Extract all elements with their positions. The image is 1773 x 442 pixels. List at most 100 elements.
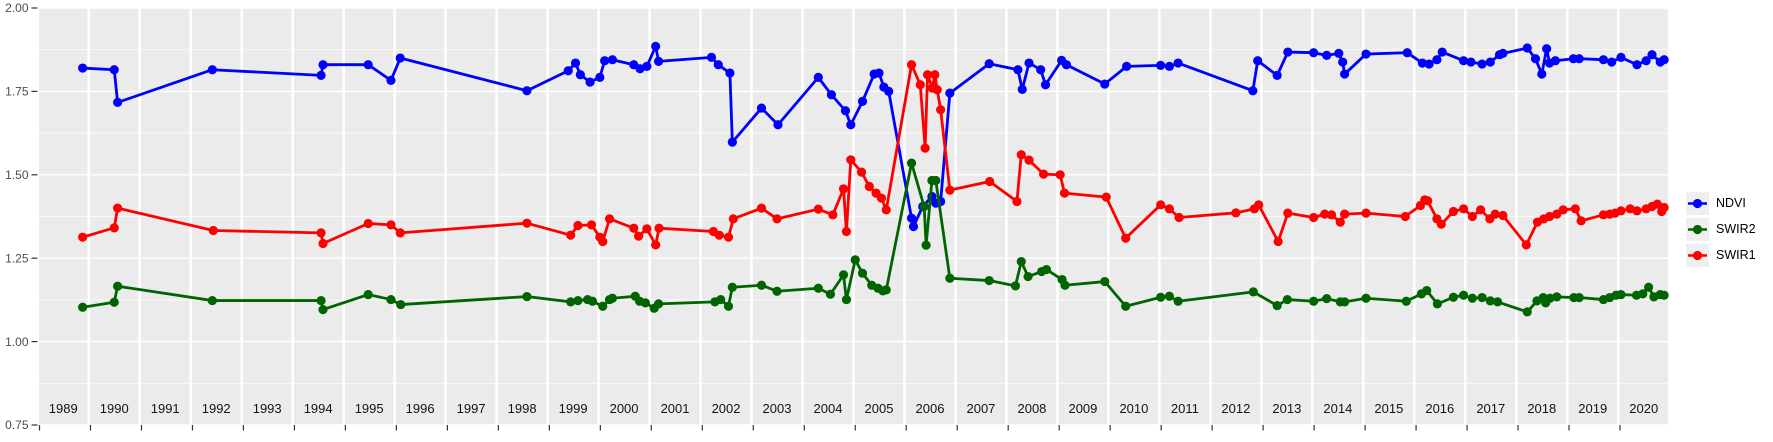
data-point-SWIR2 xyxy=(1492,297,1503,307)
data-point-NDVI xyxy=(318,60,328,70)
data-point-NDVI xyxy=(1173,58,1183,68)
data-point-SWIR1 xyxy=(1164,204,1174,214)
data-point-SWIR2 xyxy=(1401,296,1411,306)
data-point-SWIR2 xyxy=(931,175,941,186)
data-point-SWIR2 xyxy=(1574,292,1584,303)
data-point-SWIR2 xyxy=(857,268,868,278)
data-point-SWIR2 xyxy=(945,273,955,283)
data-point-NDVI xyxy=(826,90,837,100)
data-point-SWIR2 xyxy=(207,295,217,306)
data-point-SWIR1 xyxy=(604,214,615,224)
data-point-SWIR1 xyxy=(1521,240,1531,250)
data-point-NDVI xyxy=(846,120,856,130)
data-point-SWIR2 xyxy=(1016,256,1026,267)
y-axis-tick-label: 1.25 xyxy=(5,251,29,265)
data-point-NDVI xyxy=(1466,57,1476,67)
data-point-SWIR1 xyxy=(522,218,532,228)
data-point-NDVI xyxy=(1607,57,1617,67)
legend-glyph-SWIR2 xyxy=(1688,224,1707,235)
data-point-SWIR1 xyxy=(1659,202,1669,213)
data-point-NDVI xyxy=(840,106,851,116)
facet-strip-label: 1990 xyxy=(100,401,129,416)
data-point-SWIR2 xyxy=(522,291,532,302)
data-point-SWIR1 xyxy=(1326,210,1337,220)
data-point-SWIR1 xyxy=(936,105,946,115)
data-point-NDVI xyxy=(1659,55,1669,65)
data-point-NDVI xyxy=(1272,70,1282,80)
data-point-SWIR1 xyxy=(756,203,767,213)
facet-strip-label: 1992 xyxy=(202,401,231,416)
data-point-SWIR1 xyxy=(723,232,734,242)
data-point-NDVI xyxy=(945,88,955,98)
data-point-SWIR1 xyxy=(915,80,925,90)
facet-strip-label: 2020 xyxy=(1629,401,1658,416)
legend-entry-SWIR1: SWIR1 xyxy=(1686,244,1756,267)
data-point-NDVI xyxy=(563,66,573,76)
data-point-SWIR2 xyxy=(1467,293,1477,303)
data-point-SWIR1 xyxy=(1254,200,1264,210)
data-point-SWIR2 xyxy=(573,295,583,306)
data-point-SWIR1 xyxy=(1059,188,1070,198)
data-point-SWIR1 xyxy=(813,204,823,214)
data-point-SWIR1 xyxy=(856,167,867,177)
facet-strip-label: 2007 xyxy=(966,401,995,416)
data-point-SWIR2 xyxy=(1522,307,1532,317)
data-point-NDVI xyxy=(522,86,532,96)
data-point-NDVI xyxy=(316,70,326,80)
data-point-SWIR2 xyxy=(1552,292,1562,302)
data-point-NDVI xyxy=(575,70,585,80)
data-point-SWIR1 xyxy=(1652,199,1662,209)
data-point-NDVI xyxy=(1498,48,1508,58)
data-point-SWIR2 xyxy=(640,298,651,308)
data-point-SWIR2 xyxy=(363,289,373,300)
data-point-NDVI xyxy=(1322,50,1332,60)
data-point-SWIR1 xyxy=(1283,208,1293,218)
data-point-NDVI xyxy=(363,60,373,70)
legend-key-icon-SWIR2 xyxy=(1686,218,1709,241)
data-point-SWIR1 xyxy=(1335,217,1345,227)
data-point-SWIR2 xyxy=(396,299,406,310)
facet-strip-label: 1993 xyxy=(253,401,282,416)
data-point-SWIR1 xyxy=(945,185,955,195)
facet-strip-label: 2015 xyxy=(1374,401,1403,416)
data-point-SWIR1 xyxy=(828,210,838,220)
data-point-SWIR2 xyxy=(78,302,88,312)
facet-strip-label: 2000 xyxy=(610,401,639,416)
data-point-NDVI xyxy=(595,72,605,82)
data-point-SWIR2 xyxy=(318,304,328,315)
data-point-SWIR2 xyxy=(838,270,849,280)
data-point-SWIR2 xyxy=(1272,300,1282,311)
data-point-SWIR1 xyxy=(316,228,326,238)
data-point-SWIR1 xyxy=(1273,236,1283,247)
data-point-NDVI xyxy=(1530,54,1541,64)
y-axis-tick-label: 1.50 xyxy=(5,168,29,182)
facet-strip-label: 1989 xyxy=(49,401,78,416)
data-point-NDVI xyxy=(1334,48,1344,58)
facet-strip-label: 2012 xyxy=(1221,401,1250,416)
data-point-SWIR1 xyxy=(864,181,874,192)
data-point-SWIR2 xyxy=(881,285,891,295)
data-point-NDVI xyxy=(109,65,119,75)
facet-strip-label: 1999 xyxy=(559,401,588,416)
data-point-SWIR2 xyxy=(813,283,823,293)
facet-strip-label: 2019 xyxy=(1578,401,1607,416)
data-point-NDVI xyxy=(395,53,405,63)
data-point-SWIR1 xyxy=(1320,209,1330,219)
y-axis-tick-label: 0.75 xyxy=(5,418,29,432)
legend-glyph-SWIR1 xyxy=(1688,250,1707,261)
data-point-SWIR1 xyxy=(846,155,856,165)
data-point-NDVI xyxy=(1647,50,1657,60)
data-point-SWIR2 xyxy=(825,289,836,299)
data-point-SWIR2 xyxy=(1060,280,1070,290)
data-point-NDVI xyxy=(607,55,618,65)
data-point-NDVI xyxy=(813,72,823,82)
data-point-NDVI xyxy=(1574,54,1584,64)
data-point-SWIR2 xyxy=(1485,296,1495,306)
data-point-NDVI xyxy=(1477,59,1487,69)
data-point-SWIR2 xyxy=(1659,290,1669,300)
y-axis-tick-label: 1.75 xyxy=(5,85,29,99)
data-point-SWIR1 xyxy=(932,85,942,95)
data-point-NDVI xyxy=(1432,55,1442,65)
